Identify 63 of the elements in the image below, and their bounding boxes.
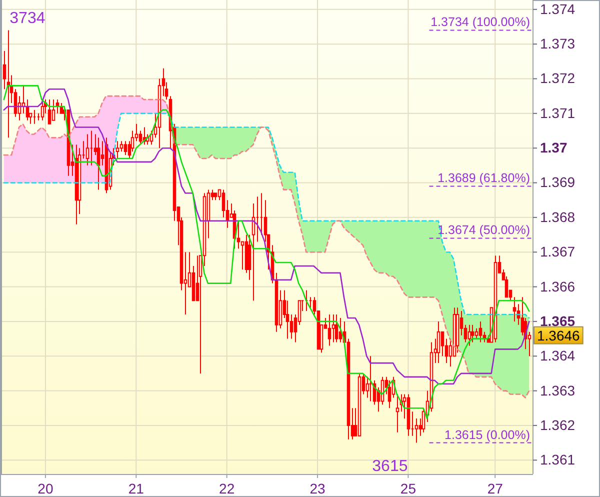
candlestick bbox=[436, 320, 440, 364]
candlestick bbox=[368, 356, 372, 402]
x-tick-label: 22 bbox=[219, 480, 235, 497]
x-tick-label: 27 bbox=[487, 480, 504, 497]
annotation: 3615 bbox=[372, 458, 408, 475]
candlestick bbox=[96, 137, 100, 190]
y-tick-label: 1.365 bbox=[540, 312, 576, 329]
candlestick bbox=[328, 314, 332, 346]
y-tick-label: 1.363 bbox=[540, 382, 576, 398]
ref-line-label: 1.3734 (100.00%) bbox=[430, 15, 530, 30]
candlestick bbox=[470, 324, 474, 343]
candlestick bbox=[202, 192, 206, 266]
x-tick-label: 21 bbox=[128, 480, 144, 497]
candlestick bbox=[116, 140, 120, 159]
candlestick bbox=[396, 394, 400, 433]
line-series bbox=[3, 112, 530, 319]
candlestick bbox=[478, 320, 482, 343]
candlestick bbox=[388, 380, 392, 409]
candlestick bbox=[6, 30, 10, 138]
candlestick bbox=[338, 317, 342, 343]
y-tick-label: 1.369 bbox=[540, 174, 576, 190]
text: 1.3646 bbox=[537, 327, 580, 344]
y-tick-label: 1.362 bbox=[540, 416, 576, 433]
y-tick-label: 1.366 bbox=[540, 278, 576, 294]
y-tick-label: 1.373 bbox=[540, 36, 576, 52]
candlestick bbox=[198, 255, 202, 374]
candlestick bbox=[40, 99, 44, 121]
candlestick bbox=[32, 109, 36, 124]
ref-line-label: 1.3615 (0.00%) bbox=[444, 428, 530, 442]
ref-line-label: 1.3674 (50.00%) bbox=[438, 223, 530, 238]
y-tick-label: 1.361 bbox=[540, 452, 576, 468]
candlestick bbox=[74, 144, 78, 225]
y-tick-label: 1.368 bbox=[540, 208, 576, 225]
y-tick-label: 1.374 bbox=[540, 0, 576, 17]
candlestick bbox=[456, 307, 460, 354]
y-tick-label: 1.367 bbox=[540, 244, 576, 260]
candlestick bbox=[406, 394, 410, 436]
candlestick bbox=[56, 99, 60, 114]
candlestick bbox=[334, 314, 338, 343]
candlestick bbox=[86, 134, 90, 166]
candlestick bbox=[214, 192, 218, 201]
ref-line-label: 1.3689 (61.80%) bbox=[438, 171, 530, 186]
candlestick bbox=[304, 290, 308, 312]
annotation: 3734 bbox=[10, 10, 46, 28]
y-tick-label: 1.364 bbox=[540, 348, 576, 364]
candlestick bbox=[358, 372, 362, 436]
candlestick bbox=[332, 314, 336, 343]
candlestick bbox=[512, 296, 516, 322]
candlestick bbox=[248, 234, 252, 280]
candlestick bbox=[2, 50, 6, 90]
y-tick-label: 1.37 bbox=[540, 140, 568, 156]
candlestick bbox=[124, 140, 128, 156]
candlestick bbox=[48, 99, 52, 124]
candlestick bbox=[52, 99, 56, 121]
x-tick-label: 20 bbox=[38, 480, 54, 497]
candlestick bbox=[468, 324, 472, 346]
candlestick bbox=[90, 130, 94, 166]
x-tick-label: 25 bbox=[400, 480, 416, 497]
y-tick-label: 1.371 bbox=[540, 104, 576, 121]
candlestick bbox=[26, 99, 30, 121]
x-tick-label: 23 bbox=[310, 480, 326, 497]
y-tick-label: 1.372 bbox=[540, 70, 576, 86]
candlestick bbox=[274, 272, 278, 332]
